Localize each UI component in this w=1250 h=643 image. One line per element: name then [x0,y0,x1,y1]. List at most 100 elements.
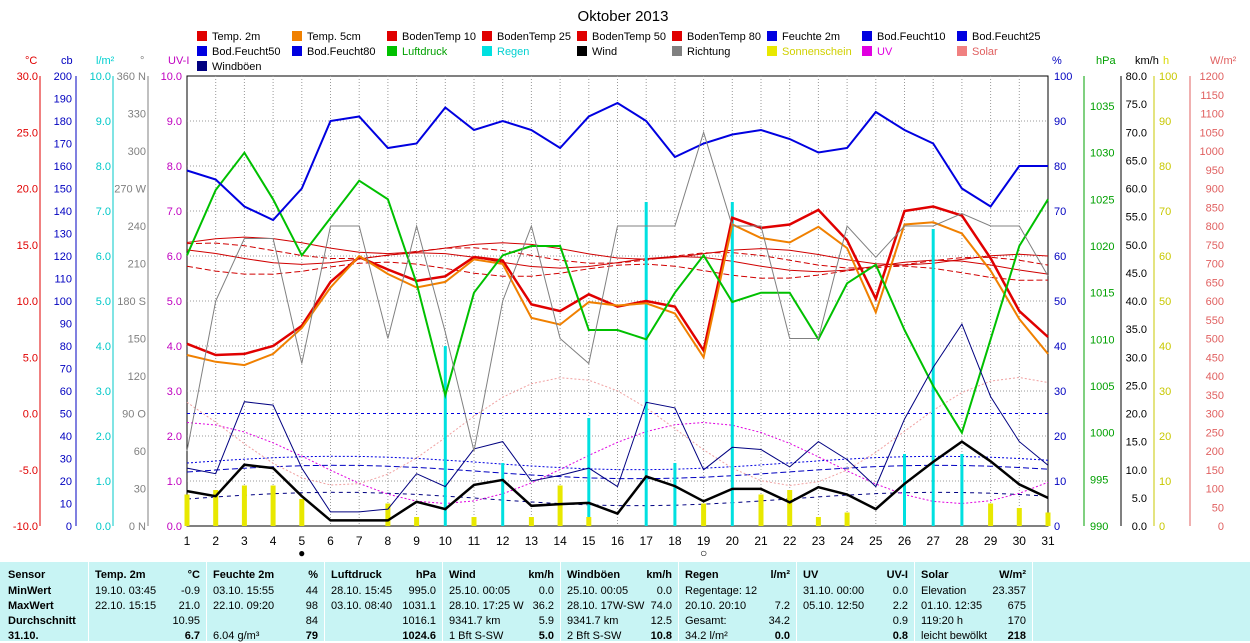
series-luftdruck [186,150,1049,436]
axis-tick-kmh: 55.0 [1126,212,1147,224]
legend-label: BodenTemp 10 [402,31,476,43]
grid [187,76,1048,526]
cell-value: 21.0 [178,600,200,612]
axis-tick-dir: 0 N [129,521,146,533]
axis-tick-cb: 100 [54,296,72,308]
weather-chart: Oktober 2013 Temp. 2m Temp. 5cm BodenTemp … [13,8,1237,560]
axis-tick-cb: 90 [60,319,72,331]
axis-tick-solar: 1100 [1200,109,1224,121]
axis-tick-temp: 0.0 [23,409,38,421]
axis-tick-dir: 210 [128,259,146,271]
cell-info: 28.10. 15:45 [331,585,393,597]
legend-label: Luftdruck [402,46,448,58]
axis-tick-cb: 120 [54,251,72,263]
axis-tick-solar: 150 [1206,465,1224,477]
x-tick-label: 1 [184,534,191,548]
axis-tick-kmh: 20.0 [1126,409,1147,421]
axis-tick-kmh: 60.0 [1126,184,1147,196]
col-unit: % [308,569,318,581]
axis-tick-temp: -10.0 [13,521,38,533]
axis-tick-temp: 25.0 [17,127,38,139]
axis-tick-cb: 170 [54,139,72,151]
cell-value: 1031.1 [402,600,436,612]
cell-info: 28.10. 17:25 W [449,600,524,612]
cell-info: 9341.7 km [567,615,619,627]
axis-tick-sun: 60 [1159,251,1171,263]
axis-tick-rain: 4.0 [96,341,111,353]
axis-tick-dir: 300 [128,146,146,158]
axis-unit-cb: cb [61,55,73,67]
x-tick-label: 18 [668,534,682,548]
cell-info: 28.10. 17W-SW [567,600,645,612]
axis-tick-hum: 80 [1054,161,1066,173]
x-tick-label: 6 [327,534,334,548]
axis-tick-solar: 200 [1206,446,1224,458]
cell-info: 05.10. 12:50 [803,600,865,612]
bar-regen [931,229,935,526]
x-tick-label: 19 [697,534,711,548]
axis-tick-cb: 160 [54,161,72,173]
x-tick-label: 4 [270,534,277,548]
cell-value: 0.9 [892,615,908,627]
x-tick-label: 21 [754,534,768,548]
bar-regen [443,346,447,526]
legend-swatch [387,31,397,41]
axis-tick-hum: 30 [1054,386,1066,398]
bar-sonnenschein [988,503,994,526]
axis-tick-solar: 300 [1206,409,1224,421]
axis-tick-kmh: 25.0 [1126,380,1147,392]
axis-tick-hum: 70 [1054,206,1066,218]
cell-value: 675 [1007,600,1026,612]
bar-regen [644,202,648,526]
soil-temp-line [186,249,1049,275]
axis-tick-hpa: 1010 [1090,334,1114,346]
series-richtung [186,130,1049,452]
axis-tick-uv: 7.0 [167,206,182,218]
cell-value: 7.2 [774,600,790,612]
cell-info: leicht bewölkt [921,630,988,642]
legend-label: Sonnenschein [782,46,852,58]
axis-tick-cb: 150 [54,184,72,196]
axis-tick-hum: 10 [1054,476,1066,488]
axis-tick-sun: 0 [1159,521,1165,533]
legend-swatch [387,46,397,56]
cell-info: 22.10. 09:20 [213,600,275,612]
axis-tick-solar: 1050 [1200,127,1224,139]
axis-tick-dir: 330 [128,109,146,121]
series-windb-en [186,323,1049,513]
col-wind: Wind km/h 25.10. 00:05 0.0 28.10. 17:25 W 36.… [442,562,561,642]
legend-label: BodenTemp 80 [687,31,761,43]
axis-tick-sun: 80 [1159,161,1171,173]
col-unit: W/m² [999,569,1026,581]
axis-tick-hum: 0 [1054,521,1060,533]
axis-tick-hum: 90 [1054,116,1066,128]
bars [184,202,1051,526]
axis-unit-hpa: hPa [1096,55,1116,67]
cell-value: 0.8 [892,630,908,642]
axis-unit-kmh: km/h [1135,55,1159,67]
axis-tick-dir: 270 W [114,184,146,196]
legend-label: Bod.Feucht25 [972,31,1041,43]
cell-info: 1 Bft S-SW [449,630,504,642]
legend-swatch [672,46,682,56]
axis-tick-temp: 15.0 [17,240,38,252]
cell-value: 170 [1007,615,1026,627]
axis-tick-kmh: 15.0 [1126,437,1147,449]
legend-swatch [292,31,302,41]
legend-swatch [197,61,207,71]
x-tick-label: 13 [525,534,539,548]
cell-value: 0.0 [656,585,672,597]
axis-tick-rain: 5.0 [96,296,111,308]
axis-unit-sun: h [1163,55,1169,67]
x-tick-label: 26 [898,534,912,548]
cell-info: 03.10. 15:55 [213,585,275,597]
axis-tick-solar: 1000 [1200,146,1224,158]
axis-tick-kmh: 5.0 [1132,493,1147,505]
legend-label: Bod.Feucht10 [877,31,946,43]
series-feuchte-2m [186,101,1048,222]
x-tick-label: 17 [640,534,654,548]
axis-tick-rain: 10.0 [90,71,111,83]
bar-sonnenschein [758,494,764,526]
axis-tick-uv: 8.0 [167,161,182,173]
axis-tick-hpa: 1030 [1090,148,1114,160]
